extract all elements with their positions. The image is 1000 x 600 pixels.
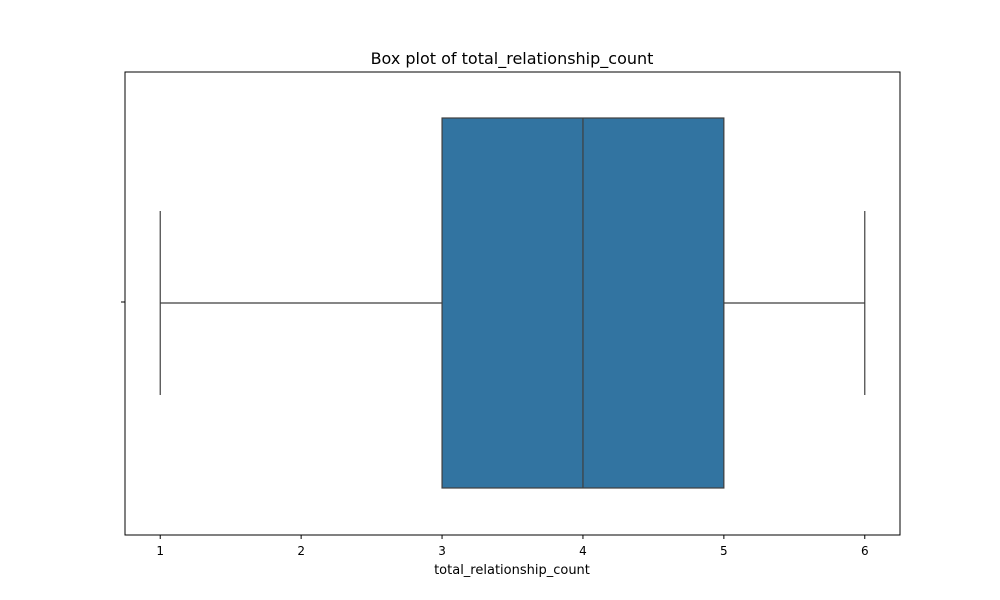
x-tick-label-5: 5	[720, 544, 728, 558]
box-group	[159, 117, 866, 489]
x-axis: 1 2 3 4 5 6	[156, 535, 869, 558]
x-tick-label-2: 2	[297, 544, 305, 558]
plot-area-frame	[124, 71, 901, 536]
x-tick-label-4: 4	[579, 544, 587, 558]
x-axis-label: total_relationship_count	[434, 563, 590, 578]
x-tick-label-6: 6	[861, 544, 869, 558]
x-tick-label-1: 1	[156, 544, 164, 558]
x-tick-label-3: 3	[438, 544, 446, 558]
chart-title: Box plot of total_relationship_count	[371, 49, 654, 69]
